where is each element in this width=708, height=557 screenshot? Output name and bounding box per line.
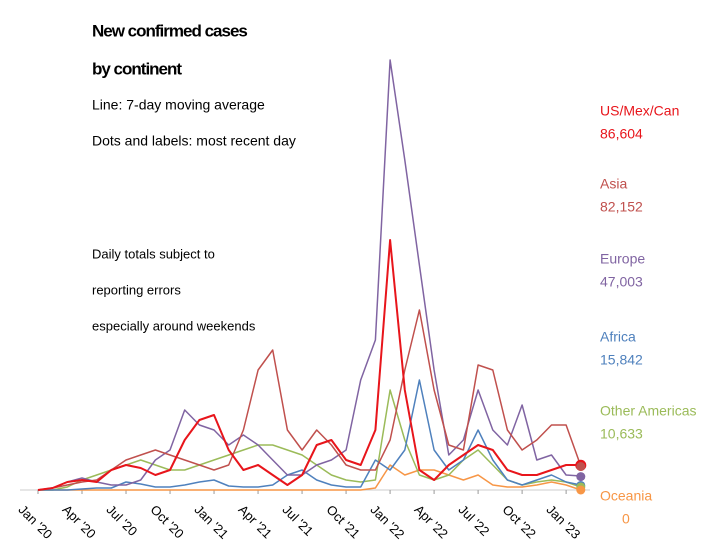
x-tick-label: Jan '22 (368, 502, 408, 542)
legend-label: Asia (600, 176, 627, 192)
x-tick-label: Oct '20 (147, 502, 186, 541)
latest-dot (576, 462, 586, 472)
x-tick-label: Oct '22 (500, 502, 539, 541)
x-tick-label: Apr '20 (59, 502, 98, 541)
chart-title: New confirmed cases (92, 21, 247, 40)
legend-label: Europe (600, 251, 645, 267)
x-tick-label: Oct '21 (324, 502, 363, 541)
x-tick-label: Jan '21 (191, 502, 231, 542)
subtitle: Line: 7-day moving average (92, 97, 265, 113)
x-tick-label: Jan '23 (544, 502, 584, 542)
legend-label: US/Mex/Can (600, 103, 679, 119)
legend-value: 0 (622, 511, 630, 527)
x-tick-label: Apr '21 (235, 502, 274, 541)
legend-value: 47,003 (600, 274, 643, 290)
x-tick-label: Jan '20 (15, 502, 55, 542)
latest-dot (576, 472, 586, 482)
legend-value: 82,152 (600, 199, 643, 215)
x-tick-label: Jul '22 (456, 502, 493, 539)
legend-value: 86,604 (600, 126, 643, 142)
series-line (37, 59, 581, 491)
subtitle: Dots and labels: most recent day (92, 133, 296, 149)
legend-value: 10,633 (600, 426, 643, 442)
series-line (37, 309, 582, 491)
legend-label: Africa (600, 329, 636, 345)
legend-value: 15,842 (600, 352, 643, 368)
annotation: reporting errors (92, 282, 181, 297)
series-line (38, 379, 581, 491)
x-tick-label: Jul '20 (103, 502, 140, 539)
latest-dot (576, 485, 586, 495)
x-tick-label: Jul '21 (280, 502, 317, 539)
x-tick-label: Apr '22 (412, 502, 451, 541)
series-line (38, 464, 582, 491)
chart-title: by continent (92, 59, 182, 78)
legend-label: Oceania (600, 488, 652, 504)
annotation: Daily totals subject to (92, 246, 215, 261)
annotation: especially around weekends (92, 318, 256, 333)
series-line (37, 239, 581, 491)
legend-label: Other Americas (600, 403, 696, 419)
